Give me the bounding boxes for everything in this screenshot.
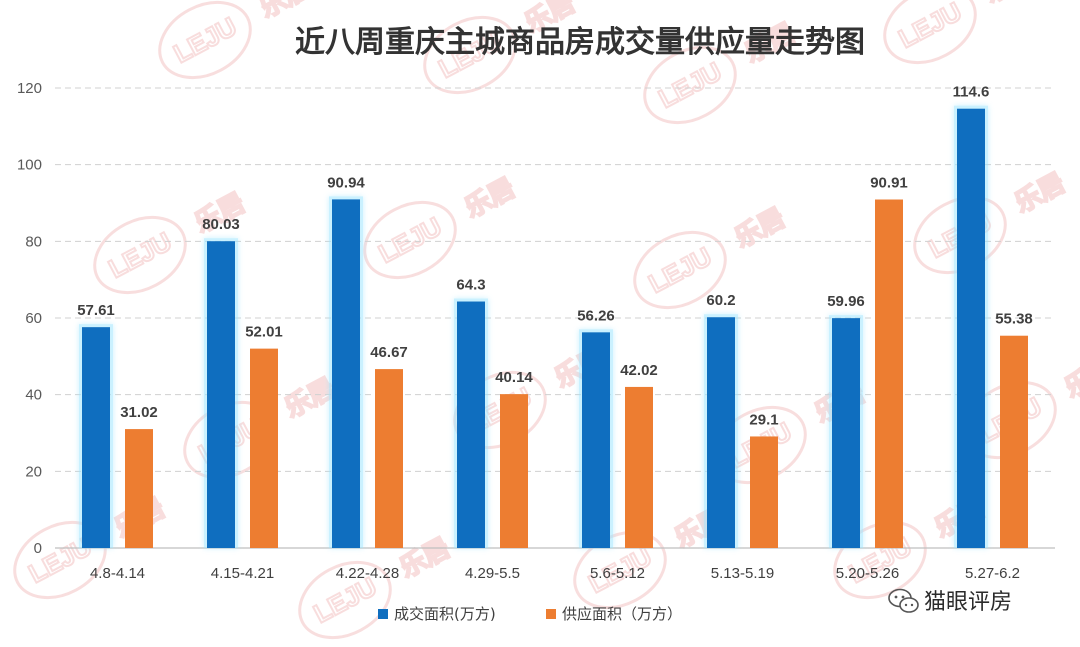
svg-text:LEJU: LEJU (644, 241, 717, 299)
svg-text:乐居: 乐居 (729, 202, 789, 253)
svg-text:LEJU: LEJU (169, 11, 242, 69)
bar-transaction (457, 301, 485, 548)
y-tick-label: 60 (25, 310, 42, 327)
data-label: 52.01 (245, 324, 283, 341)
svg-text:乐居: 乐居 (394, 532, 454, 583)
x-tick-label: 4.8-4.14 (90, 565, 145, 582)
bar-supply (625, 386, 653, 548)
data-label: 56.26 (577, 307, 615, 324)
legend-label: 供应面积（万方） (562, 605, 682, 623)
svg-text:LEJU: LEJU (894, 0, 967, 54)
bar-transaction (707, 317, 735, 548)
bar-supply (750, 436, 778, 548)
legend: 成交面积(万方) 供应面积（万方） (378, 605, 682, 623)
data-label: 42.02 (620, 362, 658, 379)
data-label: 60.2 (706, 292, 735, 309)
x-tick-label: 4.15-4.21 (211, 565, 274, 582)
svg-text:乐居: 乐居 (459, 172, 519, 223)
wechat-icon (888, 588, 919, 613)
data-label: 31.02 (120, 404, 158, 421)
bars (79, 105, 1028, 549)
data-labels: 57.61 31.02 80.03 52.01 90.94 46.67 64.3 40.14 5… (77, 84, 1033, 429)
svg-text:LEJU: LEJU (374, 211, 447, 269)
brand-mark: 猫眼评房 (888, 588, 1012, 615)
data-label: 64.3 (456, 277, 485, 294)
bar-supply (250, 348, 278, 548)
data-label: 114.6 (953, 84, 990, 101)
y-tick-label: 100 (17, 157, 42, 174)
data-label: 29.1 (749, 411, 778, 428)
data-label: 55.38 (995, 311, 1033, 328)
y-axis: 0 20 40 60 80 100 120 (17, 80, 42, 557)
svg-text:乐居: 乐居 (254, 0, 314, 23)
y-tick-label: 20 (25, 463, 42, 480)
data-label: 40.14 (495, 369, 533, 386)
y-tick-label: 0 (34, 540, 42, 557)
brand-label: 猫眼评房 (924, 590, 1012, 615)
x-tick-label: 5.6-5.12 (590, 565, 645, 582)
bar-transaction (832, 318, 860, 548)
x-axis: 4.8-4.14 4.15-4.21 4.22-4.28 4.29-5.5 5.6-5.… (90, 565, 1020, 582)
data-label: 90.91 (870, 175, 908, 192)
data-label: 80.03 (202, 216, 240, 233)
bar-transaction (207, 241, 235, 549)
bar-supply (875, 199, 903, 549)
bar-transaction (332, 199, 360, 548)
svg-text:乐居: 乐居 (979, 0, 1039, 8)
data-label: 59.96 (827, 293, 865, 310)
x-tick-label: 4.29-5.5 (465, 565, 520, 582)
svg-text:乐居: 乐居 (1009, 167, 1069, 218)
bar-supply (375, 369, 403, 548)
bar-transaction (582, 332, 610, 548)
y-tick-label: 120 (17, 80, 42, 97)
svg-text:LEJU: LEJU (654, 56, 727, 114)
bar-supply (500, 394, 528, 548)
data-label: 57.61 (77, 302, 115, 319)
legend-swatch-transaction (378, 609, 388, 619)
x-tick-label: 5.13-5.19 (711, 565, 774, 582)
bar-supply (125, 429, 153, 548)
data-label: 90.94 (327, 174, 365, 191)
y-tick-label: 80 (25, 233, 42, 250)
legend-swatch-supply (546, 609, 556, 619)
x-tick-label: 4.22-4.28 (336, 565, 399, 582)
watermark: LEJU 乐居 (883, 0, 1040, 65)
data-label: 46.67 (370, 344, 408, 361)
x-tick-label: 5.27-6.2 (965, 565, 1020, 582)
chart-title: 近八周重庆主城商品房成交量供应量走势图 (295, 25, 865, 60)
bar-transaction (82, 327, 110, 548)
svg-text:LEJU: LEJU (104, 226, 177, 284)
bar-transaction (957, 108, 985, 548)
svg-text:乐居: 乐居 (1059, 352, 1080, 403)
legend-label: 成交面积(万方) (394, 605, 496, 623)
bar-supply (1000, 335, 1028, 548)
y-tick-label: 40 (25, 387, 42, 404)
x-tick-label: 5.20-5.26 (836, 565, 899, 582)
